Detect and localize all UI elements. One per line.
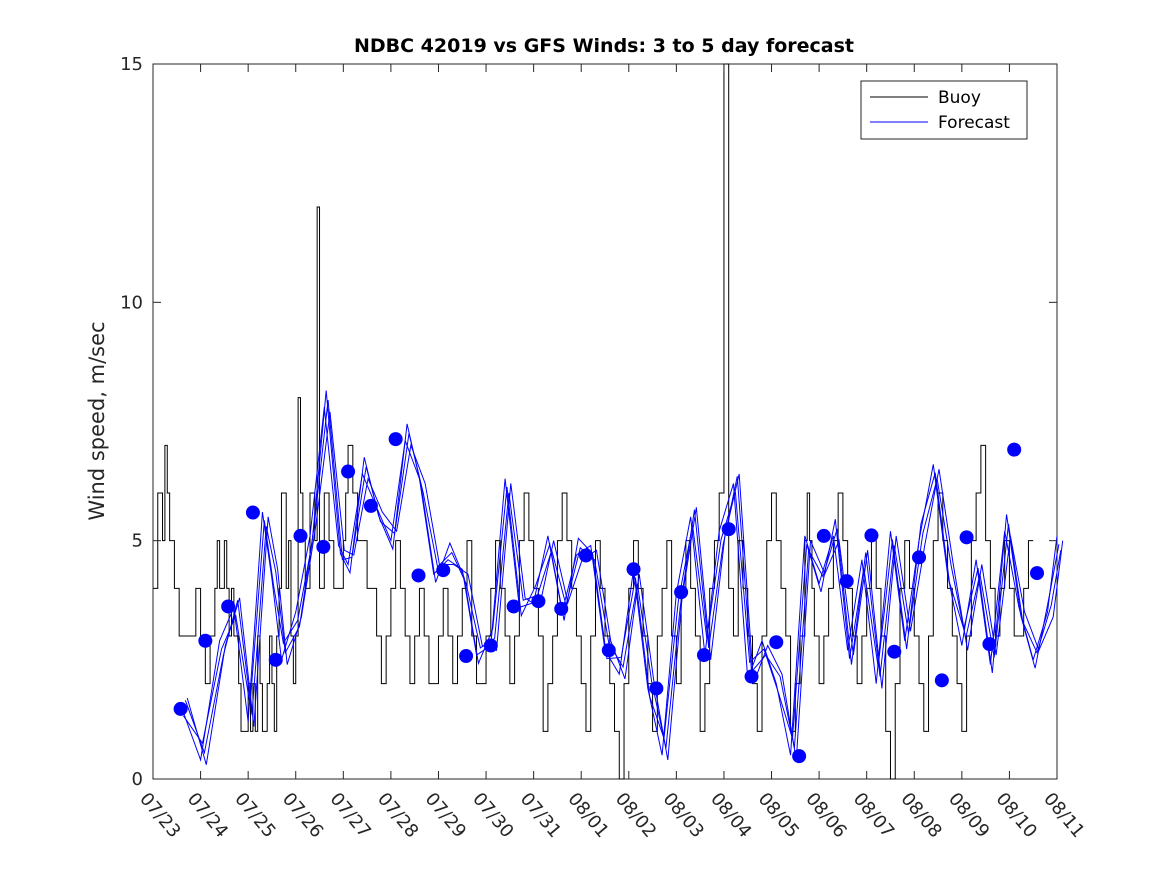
forecast-marker xyxy=(506,599,521,614)
x-tick-label: 08/09 xyxy=(944,789,993,842)
forecast-marker xyxy=(221,599,236,614)
y-tick-label: 15 xyxy=(120,54,143,75)
x-tick-label: 08/01 xyxy=(563,789,612,842)
axes-frame xyxy=(152,63,1058,780)
forecast-marker xyxy=(674,585,689,600)
forecast-marker xyxy=(792,749,807,764)
x-tick-label: 07/25 xyxy=(230,789,279,842)
forecast-marker xyxy=(554,601,569,616)
chart-title: NDBC 42019 vs GFS Winds: 3 to 5 day fore… xyxy=(354,35,854,57)
x-tick-label: 07/30 xyxy=(468,789,517,842)
y-tick-label: 0 xyxy=(132,769,143,790)
forecast-marker xyxy=(341,464,356,479)
y-axis: 0 5 10 15 xyxy=(120,54,1057,790)
forecast-marker xyxy=(887,644,902,659)
forecast-marker xyxy=(436,563,451,578)
x-tick-label: 07/23 xyxy=(135,789,184,842)
forecast-marker xyxy=(959,530,974,545)
forecast-marker xyxy=(459,649,474,664)
x-tick-label: 08/02 xyxy=(611,789,660,842)
forecast-marker xyxy=(982,637,997,652)
forecast-marker xyxy=(934,673,949,688)
forecast-marker xyxy=(388,432,403,447)
legend-box xyxy=(860,80,1028,140)
x-tick-label: 07/26 xyxy=(278,789,327,842)
y-tick-label: 10 xyxy=(120,292,143,313)
forecast-marker xyxy=(721,522,736,537)
forecast-marker xyxy=(912,550,927,565)
forecast-marker xyxy=(626,562,641,577)
x-tick-label: 07/27 xyxy=(325,789,374,842)
x-tick-label: 07/28 xyxy=(373,789,422,842)
forecast-marker xyxy=(363,498,378,513)
forecast-marker xyxy=(1007,442,1022,457)
x-tick-label: 08/11 xyxy=(1039,789,1088,842)
forecast-marker xyxy=(578,548,593,563)
forecast-marker xyxy=(1030,566,1045,581)
forecast-marker xyxy=(198,633,213,648)
forecast-marker xyxy=(696,648,711,663)
forecast-marker xyxy=(864,528,879,543)
x-axis: 07/2307/2407/2507/2607/2707/2807/2907/30… xyxy=(135,64,1089,842)
series-forecast-line xyxy=(186,411,1064,765)
forecast-marker xyxy=(268,652,283,667)
forecast-marker xyxy=(744,669,759,684)
x-tick-label: 08/06 xyxy=(801,789,850,842)
forecast-marker xyxy=(839,574,854,589)
x-tick-label: 08/10 xyxy=(992,789,1041,842)
forecast-marker xyxy=(483,638,498,653)
x-tick-label: 07/24 xyxy=(183,789,232,842)
x-tick-label: 07/31 xyxy=(516,789,565,842)
forecast-marker xyxy=(601,643,616,658)
legend-buoy-label: Buoy xyxy=(938,88,981,108)
forecast-marker xyxy=(316,539,331,554)
series-forecast-line xyxy=(184,399,1062,755)
plot-area xyxy=(152,63,1064,780)
forecast-marker xyxy=(245,505,260,520)
series-forecast-line xyxy=(181,407,1058,762)
series-forecast-line xyxy=(183,390,1060,745)
legend-forecast-label: Forecast xyxy=(938,113,1010,133)
forecast-marker xyxy=(649,681,664,696)
x-tick-label: 07/29 xyxy=(421,789,470,842)
forecast-marker xyxy=(531,594,546,609)
y-axis-label: Wind speed, m/sec xyxy=(85,321,109,520)
series-buoy-line xyxy=(153,63,1034,780)
forecast-marker xyxy=(293,528,308,543)
x-tick-label: 08/03 xyxy=(659,789,708,842)
forecast-marker xyxy=(769,635,784,650)
y-tick-label: 5 xyxy=(132,531,143,552)
forecast-marker xyxy=(173,701,188,716)
x-tick-label: 08/05 xyxy=(754,789,803,842)
forecast-marker xyxy=(816,528,831,543)
x-tick-label: 08/04 xyxy=(706,789,755,842)
legend: Buoy Forecast xyxy=(860,80,1028,140)
forecast-marker xyxy=(411,568,426,583)
x-tick-label: 08/07 xyxy=(849,789,898,842)
x-tick-label: 08/08 xyxy=(896,789,945,842)
